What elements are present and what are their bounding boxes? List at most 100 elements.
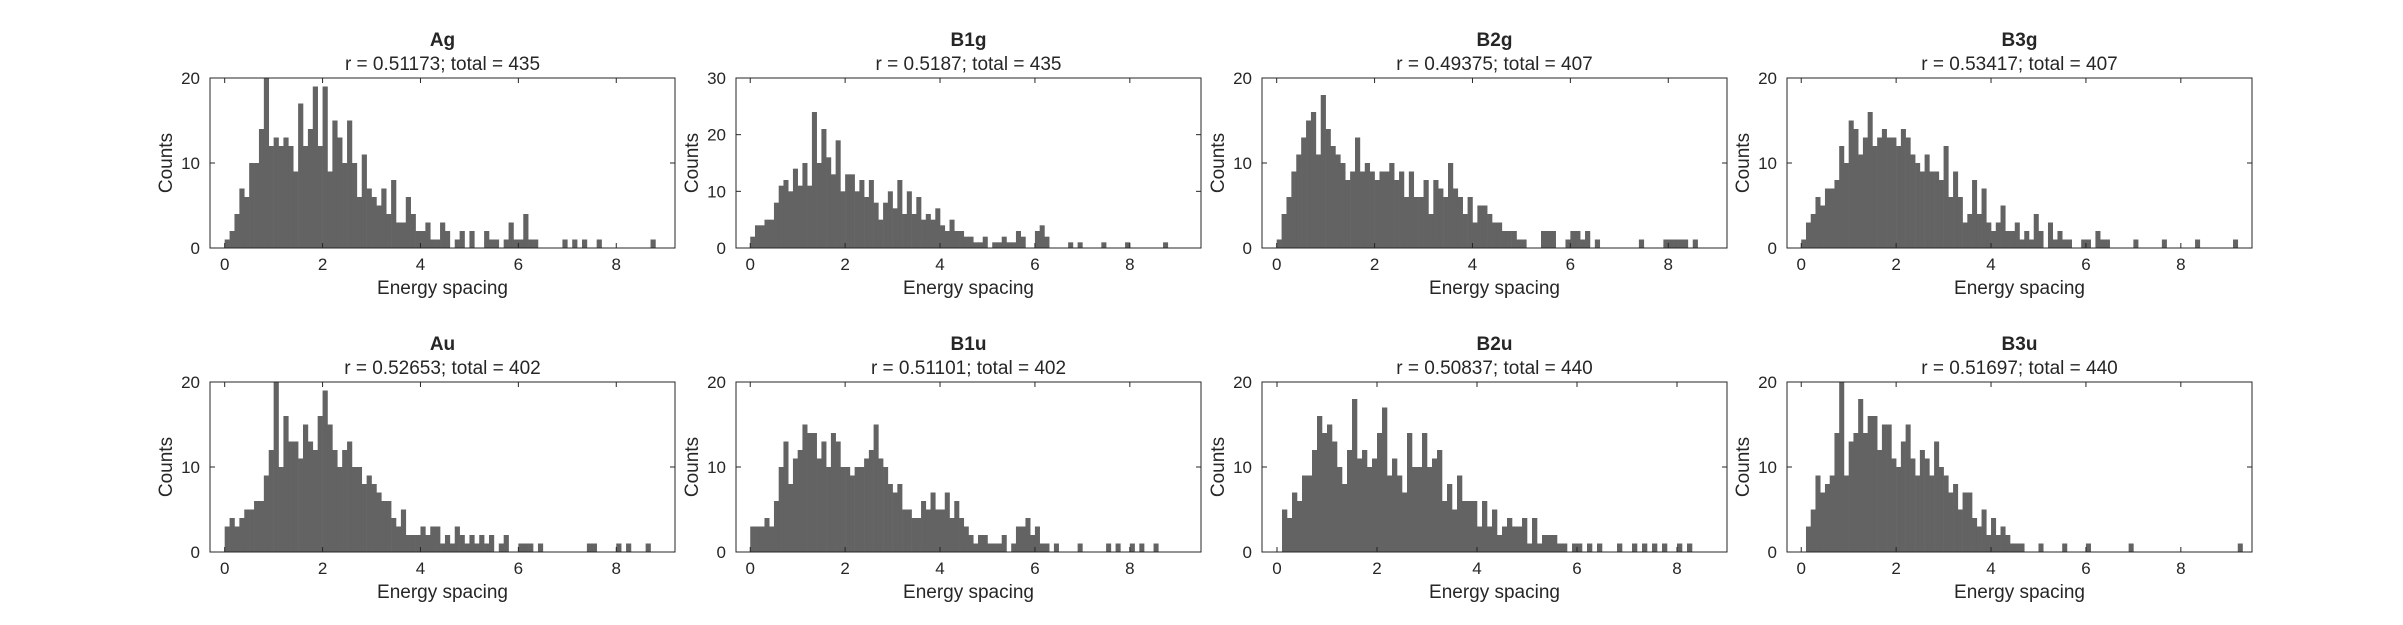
histogram-bar <box>1297 501 1303 552</box>
histogram-bar <box>1006 242 1012 248</box>
histogram-bar <box>298 103 304 248</box>
histogram-bar <box>797 450 803 552</box>
histogram-bar <box>2161 239 2167 248</box>
histogram-bar <box>1805 222 1812 248</box>
histogram-bar <box>2081 239 2087 248</box>
histogram-bar <box>1834 433 1840 552</box>
x-tick-label: 6 <box>1572 559 1581 578</box>
histogram-bar <box>1407 433 1413 552</box>
histogram-panel-ag: 0 2 4 6 8 0 10 20 Ag r = 0.51173; total = 435 Ener… <box>156 30 676 299</box>
histogram-bar <box>396 222 402 248</box>
histogram-bar <box>1044 543 1050 552</box>
histogram-bar <box>278 146 284 248</box>
histogram-bar <box>1374 180 1380 248</box>
histogram-panel-b2u: 0 2 4 6 8 0 10 20 B2u r = 0.50837; total = 440 Ene… <box>1208 334 1728 603</box>
histogram-bar <box>1347 450 1353 552</box>
histogram-bar <box>1389 163 1395 248</box>
histogram-bar <box>1673 239 1679 248</box>
histogram-bar <box>293 171 299 248</box>
histogram-panel-b3u: 0 2 4 6 8 0 10 20 B3u r = 0.51697; total = 440 Ene… <box>1733 334 2253 603</box>
histogram-bar <box>332 450 338 552</box>
y-tick-label: 20 <box>181 373 200 392</box>
histogram-bar <box>1986 535 1992 552</box>
histogram-bar <box>371 197 377 248</box>
histogram-bar <box>1427 467 1433 552</box>
histogram-bar <box>1497 535 1503 552</box>
histogram-bar <box>1106 543 1112 552</box>
histogram-bar <box>1467 501 1473 552</box>
histogram-bar <box>1848 120 1854 248</box>
histogram-bar <box>1307 475 1313 552</box>
histogram-bar <box>1340 163 1346 248</box>
histogram-bar <box>523 214 529 248</box>
histogram-bar <box>254 163 260 248</box>
x-tick-label: 6 <box>1030 255 1039 274</box>
histogram-bar <box>1829 188 1835 248</box>
histogram-bar <box>1281 214 1287 248</box>
x-tick-label: 8 <box>1125 255 1134 274</box>
histogram-bar <box>533 239 539 248</box>
histogram-bar <box>1507 518 1513 552</box>
histogram-bar <box>2128 543 2134 552</box>
histogram-bar <box>586 543 593 552</box>
x-tick-label: 6 <box>1566 255 1575 274</box>
histogram-bar <box>868 450 874 552</box>
y-axis-label: Counts <box>1208 437 1229 497</box>
histogram-panel-b2g: 0 2 4 6 8 0 10 20 B2g r = 0.49375; total = 407 Ene… <box>1208 30 1728 299</box>
histogram-bar <box>268 146 274 248</box>
histogram-bar <box>873 202 879 248</box>
histogram-bar <box>2010 231 2016 248</box>
histogram-bar <box>1382 407 1388 552</box>
x-tick-label: 2 <box>840 255 849 274</box>
histogram-bar <box>887 484 893 552</box>
histogram-bar <box>2000 526 2006 552</box>
histogram-bar <box>2038 543 2044 552</box>
x-tick-label: 8 <box>612 559 621 578</box>
histogram-bar <box>754 526 761 552</box>
histogram-bar <box>1522 518 1528 552</box>
y-tick-label: 20 <box>707 126 726 145</box>
histogram-bar <box>1929 171 1935 248</box>
panel-title: B3g <box>2002 30 2038 51</box>
histogram-bar <box>1101 242 1107 248</box>
histogram-bar <box>1678 239 1684 248</box>
histogram-bar <box>1877 137 1883 248</box>
y-tick-label: 0 <box>717 543 726 562</box>
histogram-bar <box>1387 475 1393 552</box>
histogram-bar <box>1512 526 1518 552</box>
histogram-bar <box>1938 180 1944 248</box>
histogram-bar <box>1862 137 1868 248</box>
histogram-bar <box>518 543 524 552</box>
panel-title: B1u <box>951 334 987 355</box>
histogram-bar <box>1364 163 1370 248</box>
x-tick-label: 4 <box>1986 559 1995 578</box>
histogram-bar <box>376 492 382 552</box>
histogram-bar <box>925 214 931 248</box>
histogram-bar <box>410 214 416 248</box>
histogram-bar <box>239 518 245 552</box>
histogram-bar <box>386 214 392 248</box>
x-tick-label: 4 <box>1986 255 1995 274</box>
histogram-bar <box>821 441 827 552</box>
histogram-bar <box>940 225 946 248</box>
histogram-bar <box>469 231 475 248</box>
histogram-bar <box>489 239 495 248</box>
histogram-bar <box>921 219 927 248</box>
x-tick-label: 2 <box>1372 559 1381 578</box>
histogram-bar <box>1482 501 1488 552</box>
histogram-bar <box>508 222 514 248</box>
x-tick-label: 8 <box>2176 255 2185 274</box>
histogram-bar <box>234 214 240 248</box>
histogram-bar <box>2066 239 2072 248</box>
histogram-bar <box>224 239 230 248</box>
histogram-bar <box>1457 197 1463 248</box>
panel-subtitle: r = 0.51173; total = 435 <box>345 54 540 75</box>
histogram-bar <box>356 467 363 552</box>
histogram-bar <box>493 239 500 248</box>
histogram-bar <box>1412 467 1418 552</box>
histogram-bar <box>1991 518 1997 552</box>
histogram-bar <box>811 433 817 552</box>
histogram-bar <box>288 146 294 248</box>
histogram-bar <box>1858 399 1864 552</box>
histogram-bar <box>1597 543 1603 552</box>
